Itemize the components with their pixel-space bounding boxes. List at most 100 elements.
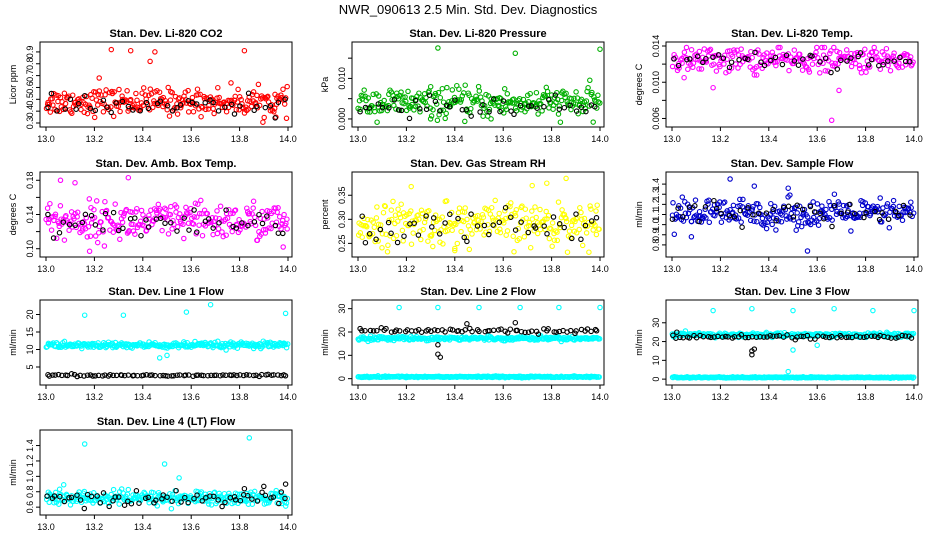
data-point [44, 493, 50, 499]
data-point [834, 48, 840, 55]
data-point [231, 111, 238, 117]
data-point [420, 226, 426, 233]
y-tick-label: 20 [25, 309, 35, 319]
data-point [246, 372, 253, 378]
outlier-point [597, 46, 603, 52]
panel-9: Stan. Dev. Line 3 Flow 13.0 13.2 13.4 13.6 13… [634, 286, 923, 402]
data-point [214, 230, 221, 237]
data-point [284, 216, 290, 222]
data-point [819, 203, 825, 209]
x-tick-label: 13.0 [37, 392, 55, 402]
data-point [219, 503, 225, 510]
data-point [239, 220, 245, 226]
data-point [212, 215, 219, 221]
outlier-point [261, 483, 267, 490]
data-point [157, 206, 163, 212]
data-point [118, 209, 124, 216]
x-tick-label: 13.8 [857, 264, 875, 274]
outlier-point [911, 307, 917, 314]
data-point [81, 488, 88, 495]
data-point [89, 95, 95, 101]
data-point [578, 209, 584, 216]
x-tick-label: 14.0 [905, 134, 923, 144]
data-point [180, 221, 186, 228]
data-point [232, 497, 239, 503]
data-point [282, 373, 289, 379]
outlier-point [597, 304, 603, 311]
data-point [146, 212, 152, 219]
x-tick-label: 13.4 [446, 134, 464, 144]
data-point [130, 107, 136, 113]
data-point [174, 228, 180, 234]
data-point [244, 492, 251, 499]
data-point [120, 213, 127, 219]
data-point [243, 107, 250, 114]
outlier-point [207, 301, 214, 308]
outlier-point [437, 354, 444, 360]
data-point [240, 372, 247, 379]
data-point [47, 200, 53, 207]
data-point [687, 56, 693, 62]
data-point [62, 100, 69, 107]
data-point [570, 217, 577, 223]
data-point [234, 99, 241, 105]
data-point [205, 216, 212, 222]
y-tick-label: 0.10 [25, 240, 35, 258]
data-point [527, 90, 533, 97]
data-point [211, 493, 217, 500]
data-point [817, 70, 823, 76]
outlier-point [785, 368, 791, 375]
data-point [60, 219, 67, 225]
data-point [127, 216, 134, 222]
data-point [475, 83, 482, 90]
data-point [380, 209, 387, 216]
data-point [528, 103, 535, 109]
data-point [873, 49, 879, 56]
data-point [518, 219, 524, 225]
data-point [432, 98, 439, 105]
data-point [163, 373, 169, 379]
data-point [373, 215, 380, 221]
data-point [585, 85, 591, 91]
data-point [85, 223, 92, 230]
x-tick-label: 13.2 [86, 522, 104, 532]
data-point [110, 372, 116, 379]
data-point [550, 214, 557, 220]
data-point [165, 84, 171, 91]
data-point [695, 56, 701, 63]
data-point [198, 113, 204, 120]
data-point [447, 326, 454, 333]
data-point [92, 233, 99, 239]
data-point [696, 66, 702, 72]
data-point [594, 202, 600, 208]
data-point [885, 58, 891, 64]
data-point [879, 210, 885, 216]
data-point [369, 230, 376, 237]
data-point [220, 233, 226, 240]
data-point [546, 235, 553, 242]
data-point [500, 98, 507, 104]
outlier-point [435, 45, 441, 51]
data-point [556, 103, 563, 109]
data-point [45, 220, 52, 226]
panel-1: Stan. Dev. Li-820 CO2 13.0 13.2 13.4 13.6 13.… [8, 28, 297, 144]
data-point [443, 110, 449, 117]
x-tick-label: 13.4 [134, 392, 152, 402]
data-point [521, 234, 528, 240]
data-point [140, 85, 147, 91]
data-point [882, 211, 889, 217]
data-point [357, 108, 363, 115]
data-point [520, 96, 527, 103]
outlier-point [72, 180, 78, 186]
data-point [804, 332, 811, 339]
data-point [692, 197, 699, 203]
data-point [751, 72, 758, 78]
data-point [724, 208, 730, 214]
plot-frame [39, 429, 293, 516]
data-point [486, 106, 493, 113]
data-point [910, 59, 916, 65]
data-point [791, 58, 798, 64]
plot-frame [351, 171, 605, 258]
data-point [715, 52, 722, 58]
